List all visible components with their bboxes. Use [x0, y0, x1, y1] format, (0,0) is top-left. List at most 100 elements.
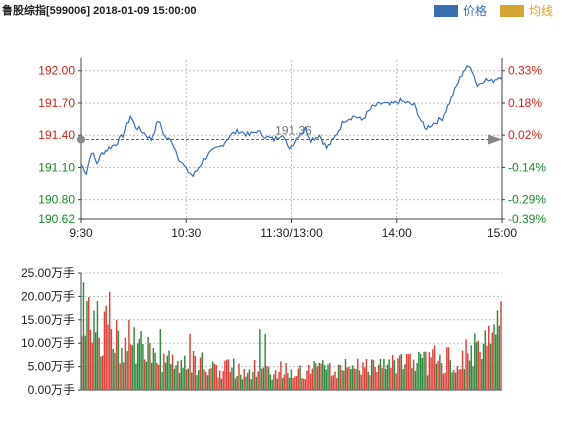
volume-bar [402, 369, 404, 390]
volume-bar [208, 369, 210, 390]
volume-bar [449, 360, 452, 390]
volume-bar [381, 368, 383, 390]
volume-bar [98, 337, 100, 390]
chart-title: 鲁股综指[599006] 2018-01-09 15:00:00 [2, 3, 196, 17]
volume-bar [135, 363, 137, 390]
volume-bar [339, 365, 341, 390]
volume-bar [290, 369, 293, 390]
volume-bar [212, 361, 214, 390]
volume-bar [374, 367, 376, 390]
volume-bar [486, 345, 488, 390]
legend: 价格 均线 [434, 3, 553, 18]
volume-bar [122, 362, 125, 390]
volume-bar [274, 370, 277, 390]
volume-bar [276, 378, 279, 390]
volume-bar [96, 301, 99, 390]
volume-bar [82, 282, 85, 390]
volume-bar [280, 361, 282, 390]
volume-bar [255, 376, 258, 390]
volume-bar [178, 373, 181, 390]
volume-bar [103, 311, 106, 390]
volume-bar [348, 366, 350, 390]
volume-bar [358, 370, 361, 390]
volume-bar [379, 358, 382, 390]
volume-bar [454, 372, 457, 390]
volume-bar [428, 352, 431, 390]
volume-bar [299, 365, 301, 390]
volume-bar [337, 364, 340, 390]
volume-bar [295, 375, 298, 390]
volume-bar [343, 370, 345, 390]
volume-bar [451, 372, 453, 390]
volume-bar [302, 378, 305, 390]
volume-bar [210, 367, 212, 390]
volume-bar [384, 369, 387, 390]
volume-bar [393, 360, 396, 390]
volume-bar [463, 369, 466, 390]
volume-bar [101, 355, 104, 390]
volume-bar [136, 343, 139, 390]
volume-bar [397, 358, 399, 390]
volume-bar [322, 360, 324, 390]
volume-bar [124, 337, 127, 390]
volume-bar [442, 373, 445, 390]
volume-bar [220, 378, 223, 390]
volume-bar [311, 368, 314, 390]
volume-bar [192, 350, 195, 390]
volume-bar [481, 359, 483, 390]
volume-tick-label: 5.00万手 [28, 360, 75, 374]
volume-bar [332, 375, 334, 390]
volume-bar [81, 336, 83, 390]
volume-bar [439, 354, 441, 390]
volume-bar [219, 370, 221, 390]
volume-tick-label: 25.00万手 [21, 266, 75, 280]
volume-bar [433, 345, 436, 390]
volume-bar [222, 371, 224, 390]
price-tick-left: 191.70 [38, 96, 75, 110]
volume-bar [260, 368, 263, 390]
price-tick-right: -0.14% [508, 160, 546, 174]
volume-bar [145, 361, 148, 390]
volume-bar [400, 353, 403, 390]
volume-bar [435, 363, 438, 390]
volume-bar [252, 371, 254, 390]
volume-bar [131, 345, 134, 390]
volume-bar [489, 343, 492, 390]
volume-bar [350, 369, 352, 390]
volume-bar [231, 367, 233, 390]
volume-bar [315, 363, 317, 390]
volume-bar [187, 368, 190, 390]
volume-bar [206, 375, 209, 390]
volume-bar [386, 364, 389, 390]
volume-bar [411, 368, 413, 390]
volume-bar [426, 375, 429, 390]
volume-bar [425, 351, 427, 390]
volume-bar [447, 347, 450, 390]
volume-bar [458, 369, 460, 390]
volume-bar [496, 310, 499, 390]
volume-bar [407, 354, 410, 390]
volume-bar [245, 376, 247, 390]
volume-bar [467, 353, 469, 390]
volume-bar [157, 364, 160, 390]
volume-bar [376, 372, 378, 390]
volume-bar [444, 372, 446, 390]
volume-bar [177, 360, 179, 390]
volume-bar [383, 358, 385, 390]
volume-bar [161, 372, 163, 390]
price-tick-left: 190.62 [38, 212, 75, 226]
volume-bar [264, 333, 266, 390]
price-tick-left: 192.00 [38, 64, 75, 78]
volume-bar [170, 364, 172, 390]
volume-bar [105, 305, 107, 390]
volume-bar [318, 362, 321, 390]
volume-bar [185, 369, 188, 390]
price-tick-right: 0.33% [508, 64, 542, 78]
volume-bar [292, 377, 294, 390]
volume-bar [461, 350, 464, 390]
volume-bar [325, 369, 328, 390]
volume-bar [327, 364, 329, 390]
volume-bar [128, 319, 130, 390]
volume-tick-label: 20.00万手 [21, 289, 75, 303]
